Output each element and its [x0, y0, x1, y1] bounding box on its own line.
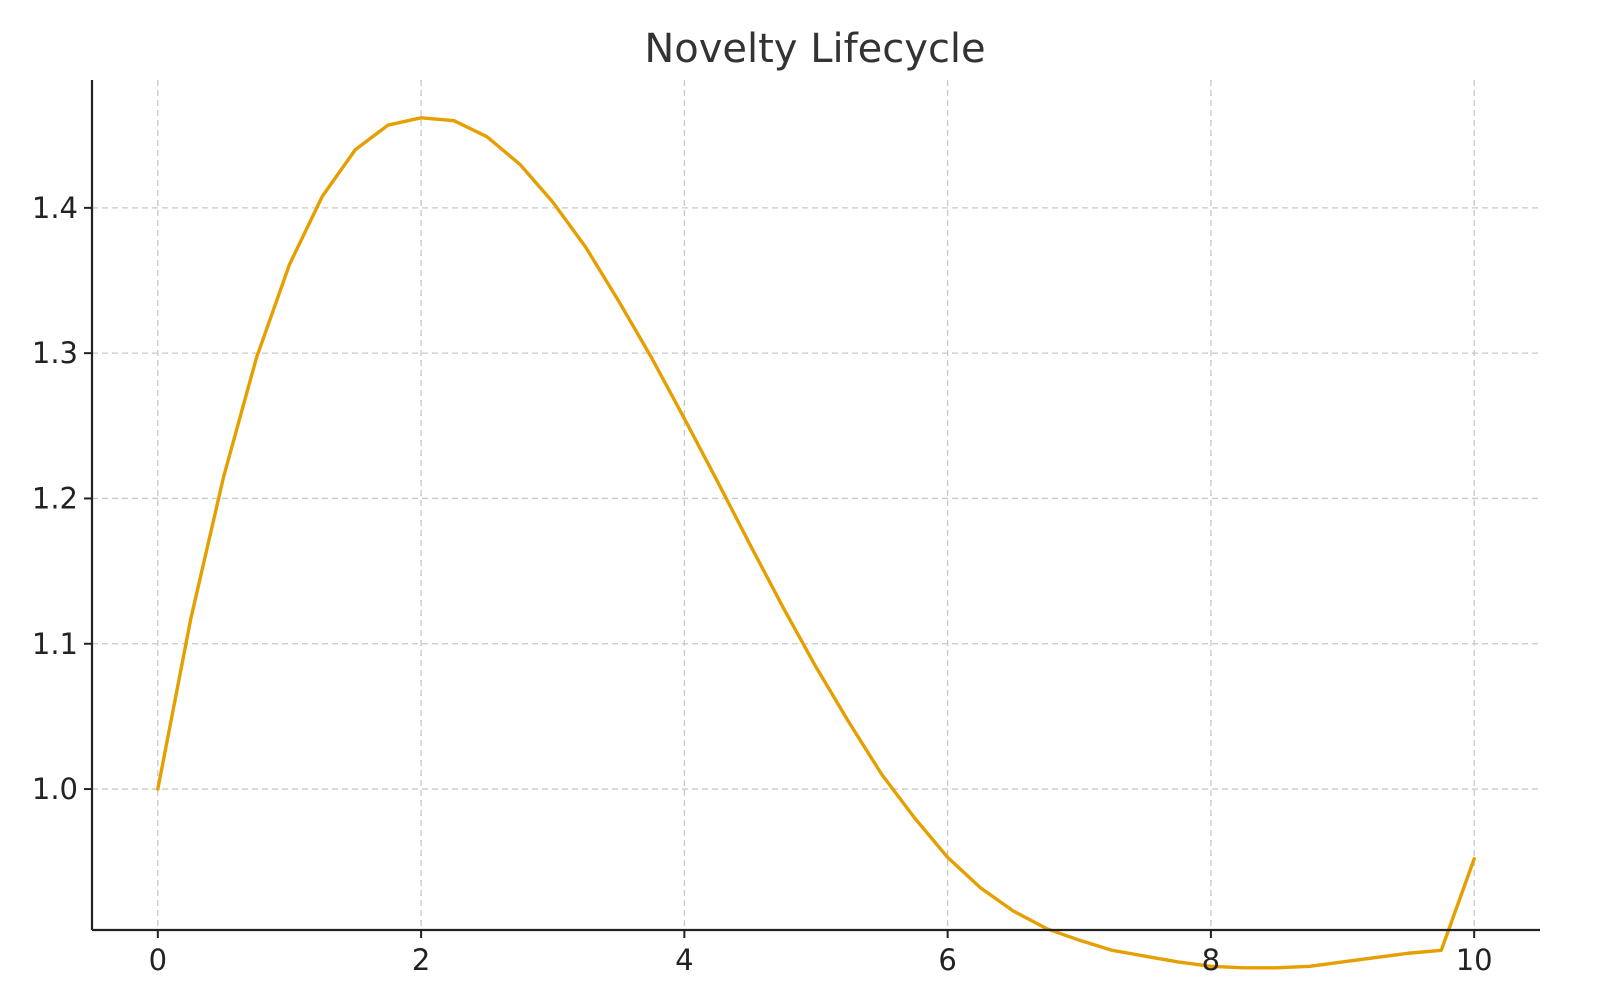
tick-layer: 0 2 4 6 8 10 1.0 1.1 1.2 1.3 1.4: [32, 191, 1493, 977]
grid-layer: [92, 80, 1540, 930]
y-tick-label: 1.0: [32, 772, 78, 806]
y-tick-label: 1.2: [32, 481, 78, 515]
y-tick-label: 1.3: [32, 336, 78, 370]
x-tick-label: 10: [1456, 943, 1493, 977]
y-tick-label: 1.4: [32, 191, 78, 225]
x-tick-label: 2: [412, 943, 430, 977]
y-tick-label: 1.1: [32, 627, 78, 661]
x-tick-label: 0: [149, 943, 167, 977]
x-tick-label: 6: [938, 943, 956, 977]
x-tick-label: 4: [675, 943, 693, 977]
series-layer: [156, 116, 1476, 970]
series-line: [156, 116, 1476, 970]
chart-title: Novelty Lifecycle: [644, 26, 985, 72]
x-tick-label: 8: [1202, 943, 1220, 977]
